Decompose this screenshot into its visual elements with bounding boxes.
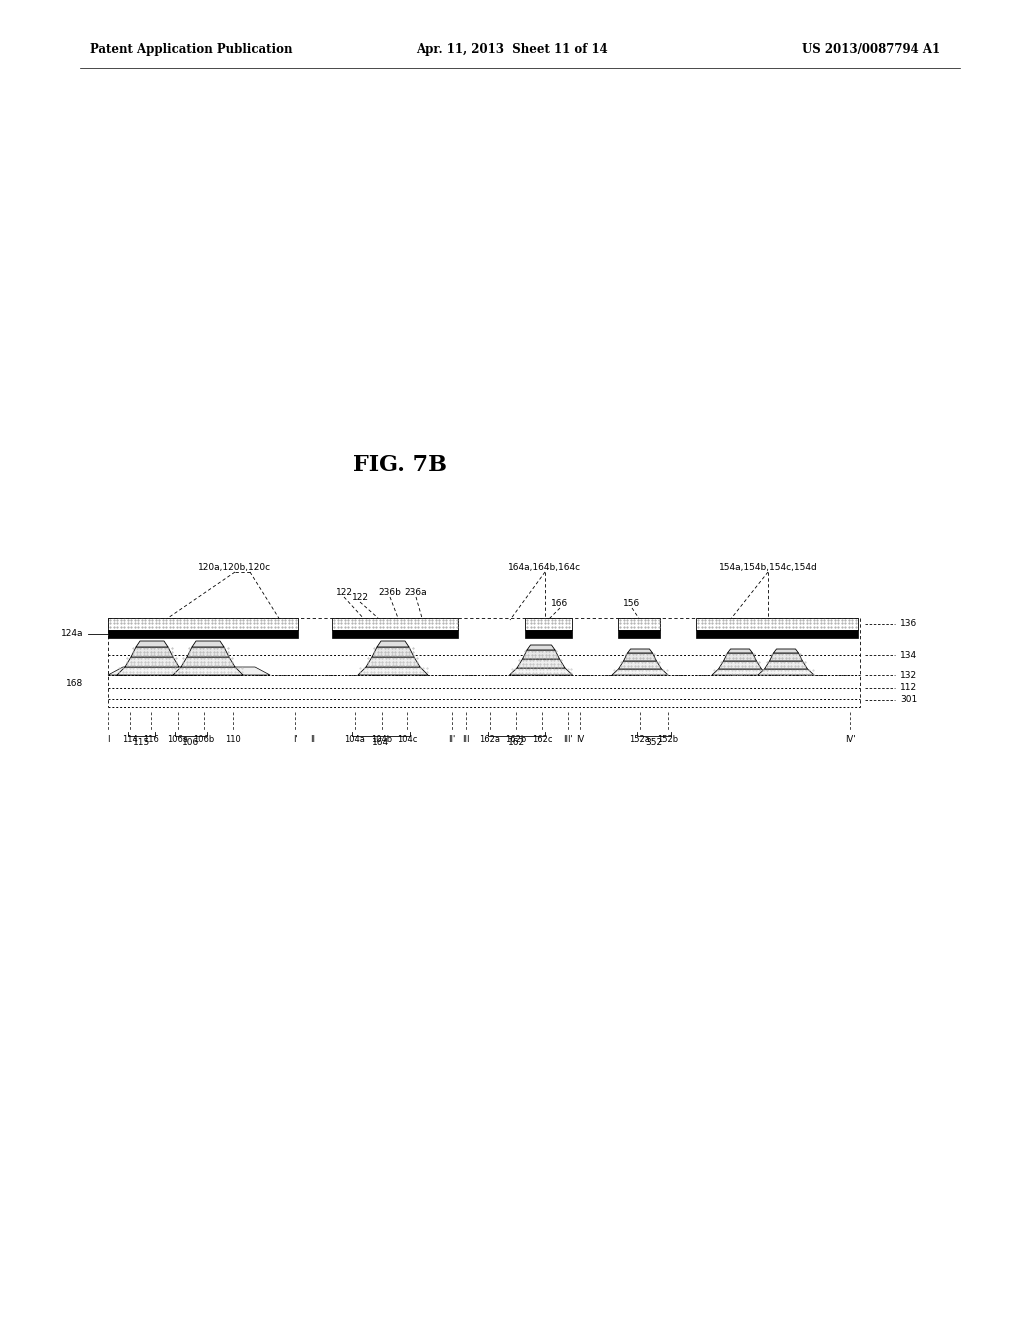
Text: 115: 115: [133, 738, 151, 747]
Text: 164a,164b,164c: 164a,164b,164c: [509, 564, 582, 572]
Polygon shape: [131, 647, 173, 657]
Text: 162: 162: [508, 738, 525, 747]
Text: 152b: 152b: [657, 735, 679, 744]
Text: 110: 110: [225, 735, 241, 744]
Polygon shape: [527, 645, 555, 649]
Text: 168: 168: [66, 678, 83, 688]
Bar: [618, 618, 660, 630]
Text: I': I': [293, 735, 297, 744]
Bar: [108, 630, 298, 638]
Polygon shape: [618, 661, 662, 669]
Polygon shape: [372, 647, 414, 657]
Text: IV: IV: [575, 735, 584, 744]
Text: 236b: 236b: [379, 587, 401, 597]
Bar: [108, 655, 860, 675]
Polygon shape: [724, 653, 757, 661]
Text: 132: 132: [900, 671, 918, 680]
Polygon shape: [624, 653, 656, 661]
Polygon shape: [181, 657, 234, 667]
Polygon shape: [108, 667, 270, 675]
Text: FIG. 7B: FIG. 7B: [353, 454, 447, 477]
Bar: [525, 630, 572, 638]
Text: 106a: 106a: [168, 735, 188, 744]
Bar: [332, 618, 458, 630]
Polygon shape: [517, 659, 565, 668]
Polygon shape: [773, 649, 799, 653]
Polygon shape: [125, 657, 179, 667]
Text: 162c: 162c: [531, 735, 552, 744]
Polygon shape: [727, 649, 753, 653]
Text: 134: 134: [900, 651, 918, 660]
Text: 236a: 236a: [404, 587, 427, 597]
Polygon shape: [136, 642, 168, 647]
Polygon shape: [173, 667, 243, 675]
Text: 164: 164: [373, 738, 389, 747]
Text: II': II': [449, 735, 456, 744]
Text: 124a: 124a: [60, 630, 83, 639]
Polygon shape: [510, 668, 572, 675]
Polygon shape: [769, 653, 803, 661]
Text: II: II: [310, 735, 315, 744]
Polygon shape: [719, 661, 762, 669]
Text: I: I: [106, 735, 110, 744]
Text: 122: 122: [351, 593, 369, 602]
Text: III: III: [462, 735, 470, 744]
Text: Apr. 11, 2013  Sheet 11 of 14: Apr. 11, 2013 Sheet 11 of 14: [416, 44, 608, 57]
Polygon shape: [522, 649, 559, 659]
Polygon shape: [117, 667, 187, 675]
Polygon shape: [628, 649, 652, 653]
Text: 162a: 162a: [479, 735, 501, 744]
Polygon shape: [712, 669, 768, 675]
Text: 301: 301: [900, 696, 918, 705]
Polygon shape: [366, 657, 420, 667]
Bar: [696, 630, 858, 638]
Text: 154a,154b,154c,154d: 154a,154b,154c,154d: [719, 564, 817, 572]
Bar: [108, 618, 298, 630]
Polygon shape: [358, 667, 428, 675]
Bar: [525, 618, 572, 630]
Text: 166: 166: [551, 599, 568, 609]
Text: 122: 122: [336, 587, 352, 597]
Text: 156: 156: [624, 599, 641, 609]
Polygon shape: [187, 647, 229, 657]
Text: III': III': [563, 735, 572, 744]
Text: 104c: 104c: [397, 735, 417, 744]
Text: 120a,120b,120c: 120a,120b,120c: [199, 564, 271, 572]
Text: 106: 106: [182, 738, 200, 747]
Bar: [696, 618, 858, 630]
Text: 152a: 152a: [630, 735, 650, 744]
Text: IV': IV': [845, 735, 855, 744]
Text: 162b: 162b: [506, 735, 526, 744]
Bar: [618, 630, 660, 638]
Text: US 2013/0087794 A1: US 2013/0087794 A1: [802, 44, 940, 57]
Text: 104a: 104a: [344, 735, 366, 744]
Polygon shape: [193, 642, 224, 647]
Text: 112: 112: [900, 684, 918, 693]
Text: Patent Application Publication: Patent Application Publication: [90, 44, 293, 57]
Polygon shape: [758, 669, 814, 675]
Bar: [332, 630, 458, 638]
Polygon shape: [377, 642, 409, 647]
Text: 136: 136: [900, 619, 918, 628]
Text: 352: 352: [645, 738, 663, 747]
Text: 106b: 106b: [194, 735, 215, 744]
Polygon shape: [765, 661, 808, 669]
Text: 116: 116: [143, 735, 159, 744]
Polygon shape: [612, 669, 668, 675]
Text: 104b: 104b: [372, 735, 392, 744]
Text: 114: 114: [122, 735, 138, 744]
